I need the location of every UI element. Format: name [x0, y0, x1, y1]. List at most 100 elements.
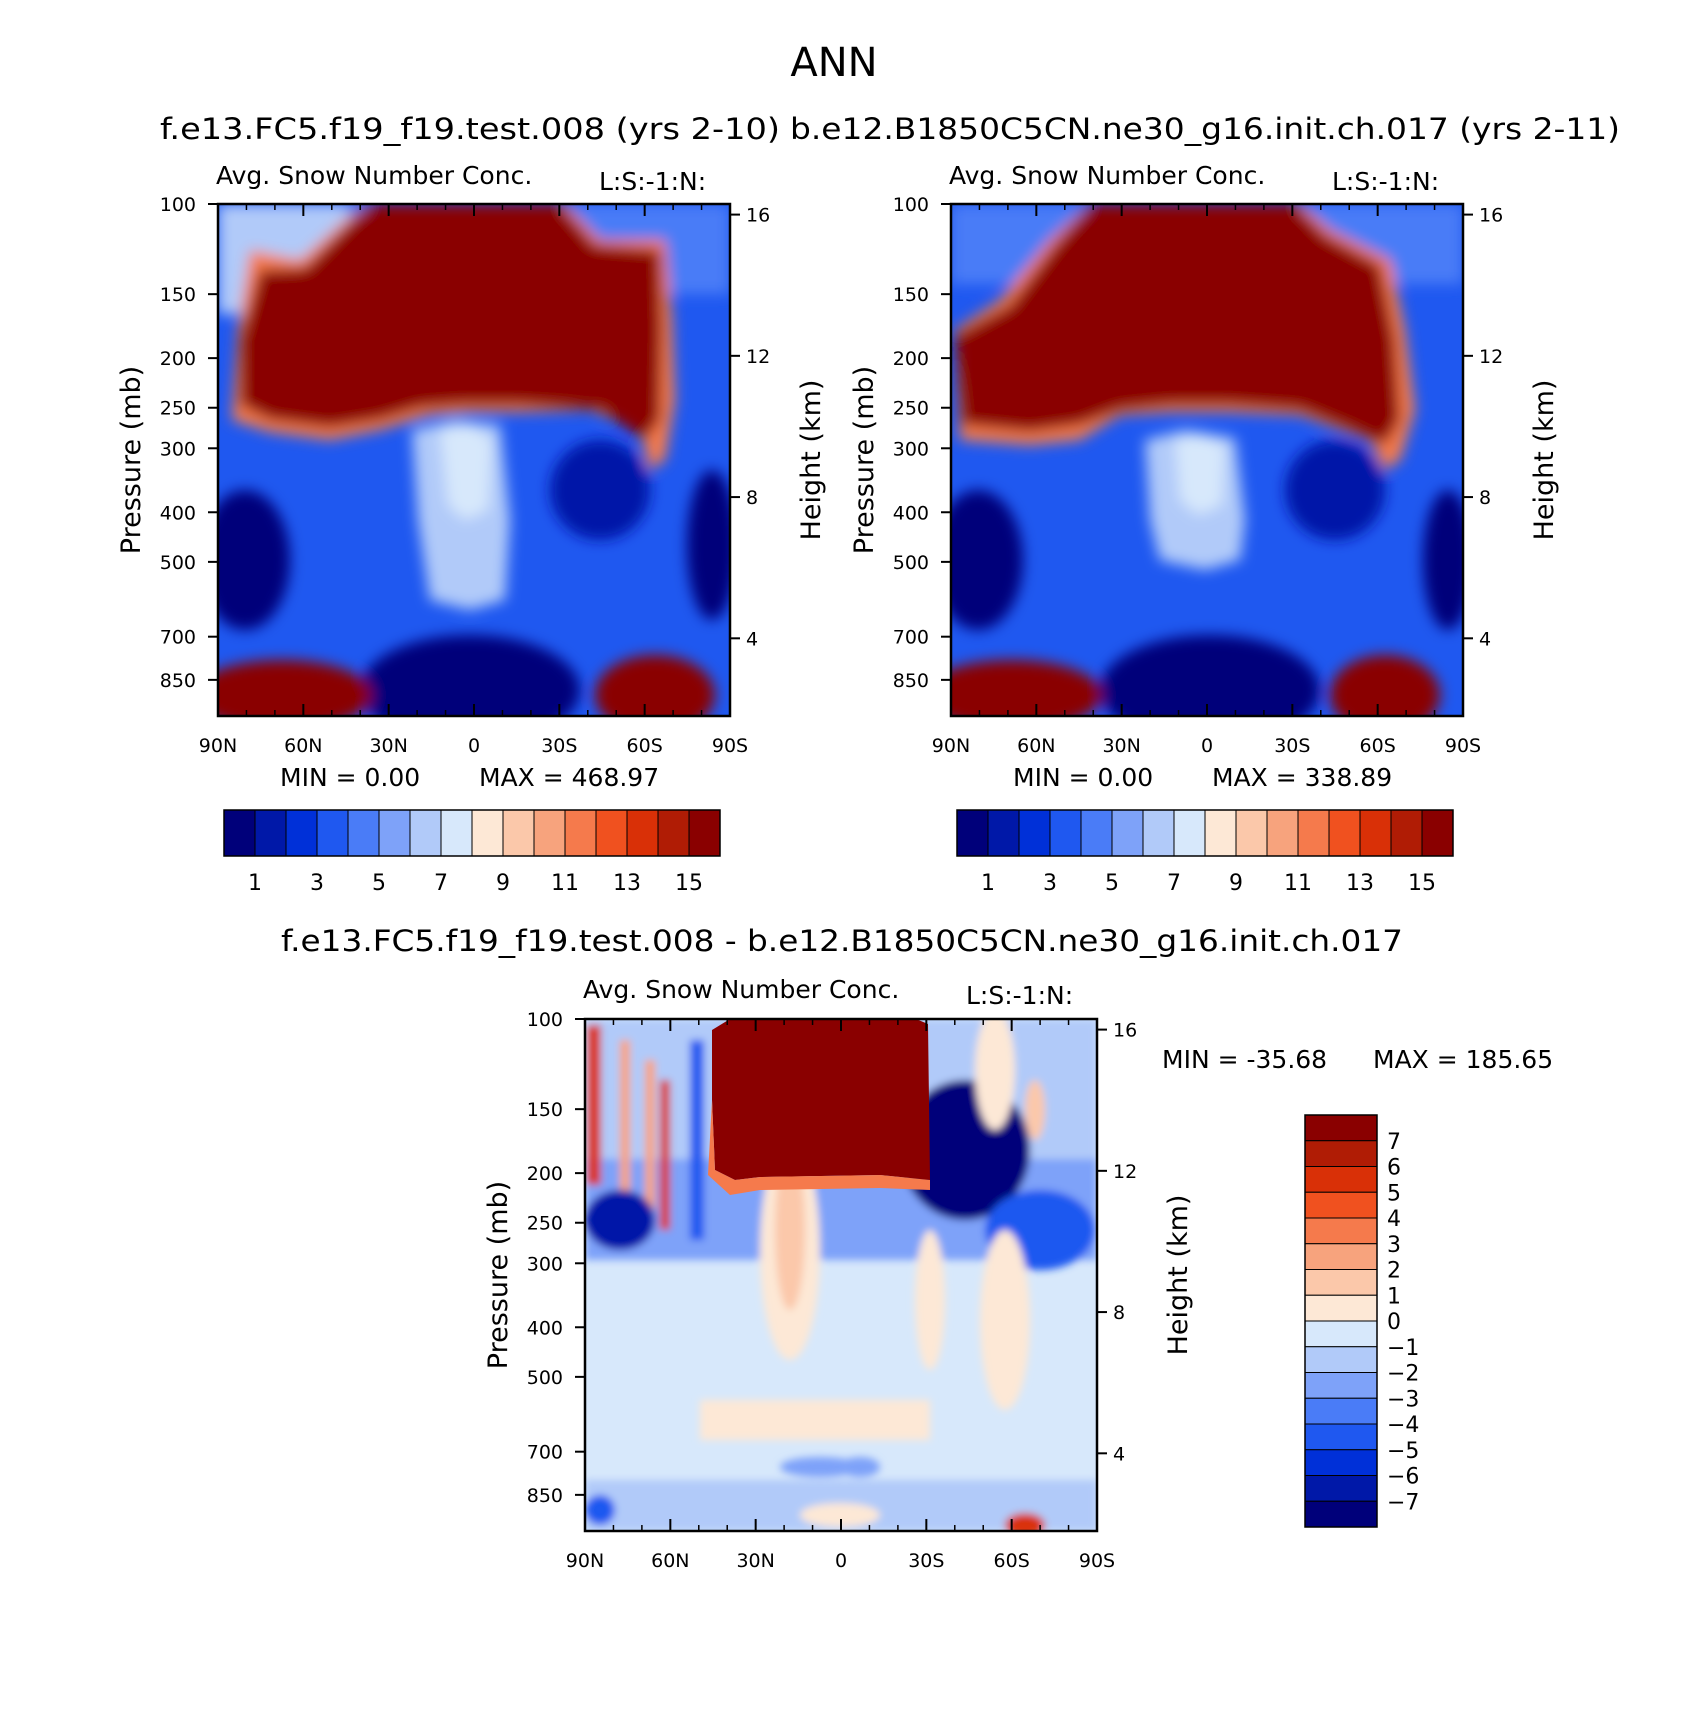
y-tick-label: 700	[527, 1442, 563, 1464]
x-tick-label: 60N	[1017, 735, 1055, 757]
colorbar-swatch	[1304, 1397, 1378, 1425]
colorbar-swatch	[1304, 1269, 1378, 1296]
panel-3-north-stripe-a	[620, 1040, 630, 1210]
x-tick-label: 90N	[566, 1550, 604, 1572]
colorbar-swatch	[1111, 809, 1144, 857]
colorbar-swatch	[1304, 1475, 1378, 1502]
panel-3-north-stripe-c	[660, 1080, 670, 1230]
panel-3-upper-positive-edge	[708, 1100, 930, 1195]
y-tick-label: 850	[893, 670, 929, 692]
y-tick-label: 400	[893, 502, 929, 524]
colorbar-swatch	[285, 809, 318, 857]
x-tick-label: 30S	[908, 1550, 944, 1572]
x-tick-label: 30N	[1102, 735, 1140, 757]
panel-1-field-shapes	[218, 204, 730, 716]
y-tick-label: 100	[160, 194, 196, 216]
panel-3-upper-positive-max	[712, 1019, 930, 1180]
x-tick-label: 90S	[1079, 1550, 1115, 1572]
colorbar-swatch	[1173, 809, 1206, 857]
colorbar-frame	[956, 809, 1454, 857]
colorbar-swatch	[595, 809, 628, 857]
colorbar-swatch	[1304, 1140, 1378, 1167]
panel-1-min-label: MIN = 0.00	[280, 763, 420, 792]
y-tick-label: 400	[160, 502, 196, 524]
panel-2-northern-surface-maximum	[951, 660, 1102, 716]
y2-tick-label: 12	[746, 346, 770, 368]
y-tick-label: 300	[893, 438, 929, 460]
x-tick-label: 90N	[932, 735, 970, 757]
colorbar-label: 15	[675, 871, 703, 896]
y2-axis-title: Height (km)	[1529, 380, 1560, 541]
y2-tick-label: 12	[1479, 346, 1503, 368]
panel-2-mid-dark-region	[1285, 440, 1385, 540]
y-tick-label: 200	[160, 348, 196, 370]
panel-3-midlevel-positive	[915, 1230, 945, 1370]
y2-tick-label: 16	[1113, 1020, 1137, 1042]
panel-1-upper-maximum-core	[240, 204, 662, 440]
colorbar-swatch	[1304, 1320, 1378, 1348]
panel-3-surface-blue-spot-b	[840, 1457, 880, 1477]
colorbar-swatch	[533, 809, 566, 857]
colorbar-swatch	[956, 809, 989, 857]
panel-3-north-stripe-b	[645, 1060, 655, 1210]
panel-2-units: L:S:-1:N:	[1332, 167, 1439, 196]
colorbar-label: 13	[1346, 871, 1374, 896]
colorbar-swatch	[1235, 809, 1268, 857]
panel-1-case-title: f.e13.FC5.f19_f19.test.008 (yrs 2-10)	[160, 112, 780, 146]
panel-3-tropical-positive-core	[775, 1150, 805, 1310]
colorbar-label: 7	[1387, 1130, 1401, 1155]
y-tick-label: 700	[160, 627, 196, 649]
panel-3-north-negative-lobe	[585, 1190, 655, 1250]
colorbar-swatch	[1304, 1114, 1378, 1142]
colorbar-label: 15	[1408, 871, 1436, 896]
colorbar-label: −1	[1387, 1336, 1419, 1361]
y-tick-label: 850	[160, 670, 196, 692]
y-tick-label: 250	[527, 1213, 563, 1235]
panel-3-contour-field	[585, 1019, 1097, 1531]
colorbar-swatch	[223, 809, 256, 857]
y-tick-label: 100	[527, 1009, 563, 1031]
panel-3-south-light-column	[975, 1019, 1015, 1130]
colorbar-swatch	[1080, 809, 1113, 857]
panel-2-tropical-pale-core	[1175, 435, 1225, 515]
colorbar-label: 3	[1387, 1233, 1401, 1258]
colorbar-swatch	[626, 809, 659, 857]
panel-3-units: L:S:-1:N:	[966, 981, 1073, 1010]
colorbar-frame	[1304, 1114, 1378, 1528]
colorbar-frame	[223, 809, 721, 857]
colorbar-swatch	[1204, 809, 1237, 857]
panel-2-field-shapes	[951, 204, 1463, 716]
colorbar-label: 5	[372, 871, 386, 896]
y-axis-title: Pressure (mb)	[849, 366, 880, 554]
colorbar-swatch	[1304, 1372, 1378, 1399]
y-tick-label: 300	[160, 438, 196, 460]
panel-1-title: Avg. Snow Number Conc.	[216, 161, 532, 190]
colorbar-swatch	[1359, 809, 1392, 857]
colorbar-swatch	[378, 809, 411, 857]
colorbar-swatch	[1304, 1243, 1378, 1270]
panel-3-south-positive-lobe	[1025, 1080, 1045, 1140]
colorbar-swatch	[254, 809, 287, 857]
x-tick-label: 60N	[284, 735, 322, 757]
colorbar-swatch	[1390, 809, 1423, 857]
colorbar-label: 5	[1105, 871, 1119, 896]
panel-3-surface-positive-southern	[1005, 1513, 1045, 1531]
colorbar-swatch	[1049, 809, 1082, 857]
colorbar-swatch	[471, 809, 504, 857]
y2-tick-label: 4	[746, 628, 758, 650]
colorbar-label: 9	[1229, 871, 1243, 896]
colorbar-label: −2	[1387, 1362, 1419, 1387]
panel-1-colorbar: 1 3 5 7 9 11 13 15	[223, 809, 721, 896]
panel-2-tropical-surface-minimum	[1100, 635, 1320, 716]
panel-3-surface-positive-band	[700, 1400, 930, 1440]
x-tick-label: 60S	[1360, 735, 1396, 757]
colorbar-label: 5	[1387, 1181, 1401, 1206]
y-tick-label: 250	[893, 398, 929, 420]
y-tick-label: 400	[527, 1317, 563, 1339]
panel-control-case: b.e12.B1850C5CN.ne30_g16.init.ch.017 (yr…	[790, 112, 1620, 896]
colorbar-label: −4	[1387, 1413, 1419, 1438]
panel-1-southern-surface-maximum	[595, 655, 715, 716]
colorbar-label: 3	[310, 871, 324, 896]
panel-3-title: Avg. Snow Number Conc.	[583, 975, 899, 1004]
panel-2-northern-minimum	[951, 490, 1023, 630]
